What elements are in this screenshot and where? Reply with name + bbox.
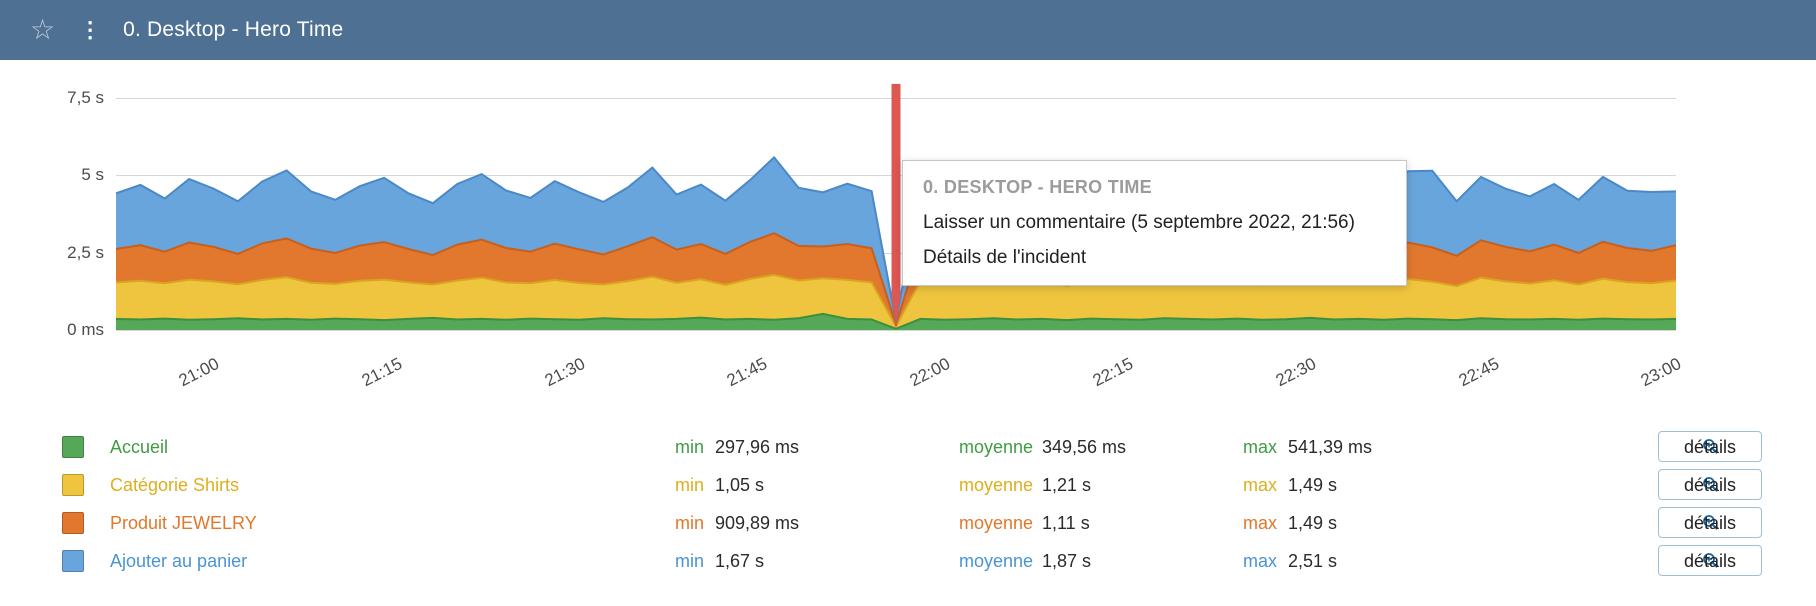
series-color-swatch	[62, 474, 84, 496]
series-name: Ajouter au panier	[110, 551, 248, 571]
tooltip-title: 0. DESKTOP - HERO TIME	[923, 177, 1152, 197]
x-axis-tick-label: 21:45	[724, 354, 771, 391]
legend-row: Produit JEWELRY min 909,89 ms moyenne 1,…	[0, 504, 1816, 542]
stacked-area-chart[interactable]: 7,5 s 5 s 2,5 s 0 ms 0. DESKTOP - HERO TIME…	[0, 78, 1816, 418]
legend-row: Catégorie Shirts min 1,05 s moyenne 1,21…	[0, 466, 1816, 504]
x-axis-tick-label: 23:00	[1638, 354, 1685, 391]
avg-label: moyenne	[959, 513, 1034, 533]
incident-tooltip: 0. DESKTOP - HERO TIME Laisser un commen…	[902, 160, 1407, 286]
series-color-swatch	[62, 436, 84, 458]
details-button-label: détails	[1683, 512, 1737, 533]
zoom-in-icon	[1702, 438, 1719, 455]
kebab-menu-icon[interactable]: ⋮	[79, 17, 102, 42]
incident-marker-tip	[891, 296, 901, 328]
x-axis-tick-label: 22:45	[1455, 354, 1502, 391]
x-axis-tick-label: 22:15	[1089, 354, 1137, 391]
details-button[interactable]: détails	[1658, 545, 1762, 576]
min-label: min	[675, 513, 705, 533]
legend-row: Ajouter au panier min 1,67 s moyenne 1,8…	[0, 542, 1816, 580]
chart-plot[interactable]	[115, 84, 1677, 330]
y-axis-tick-label: 0 ms	[67, 320, 104, 339]
favorite-star-icon[interactable]: ☆	[30, 14, 56, 45]
series-name: Accueil	[110, 437, 169, 457]
details-button-label: détails	[1683, 474, 1737, 495]
max-label: max	[1243, 475, 1278, 495]
details-button-label: détails	[1683, 436, 1737, 457]
legend: Accueil min 297,96 ms moyenne 349,56 ms …	[0, 428, 1816, 580]
avg-label: moyenne	[959, 551, 1034, 571]
avg-value: 349,56 ms	[1042, 437, 1127, 457]
zoom-in-icon	[1702, 514, 1719, 531]
min-value: 1,05 s	[715, 475, 765, 495]
widget-title: 0. Desktop - Hero Time	[123, 18, 344, 41]
min-value: 909,89 ms	[715, 513, 800, 533]
max-label: max	[1243, 513, 1278, 533]
series-name: Produit JEWELRY	[110, 513, 257, 533]
x-axis-tick-label: 22:00	[906, 354, 954, 391]
max-value: 1,49 s	[1288, 513, 1338, 533]
tooltip-incident-details-link[interactable]: Détails de l'incident	[923, 247, 1087, 268]
series-edge-0	[115, 312, 1677, 330]
min-label: min	[675, 475, 705, 495]
widget-header: ☆ ⋮ 0. Desktop - Hero Time	[0, 0, 1816, 60]
y-axis-tick-label: 5 s	[81, 165, 104, 185]
min-value: 1,67 s	[715, 551, 765, 571]
min-value: 297,96 ms	[715, 437, 800, 457]
details-button[interactable]: détails	[1658, 431, 1762, 462]
details-button-label: détails	[1683, 550, 1737, 571]
max-value: 2,51 s	[1288, 551, 1338, 571]
gridline	[116, 330, 1676, 331]
avg-label: moyenne	[959, 437, 1034, 457]
min-label: min	[675, 437, 705, 457]
details-button[interactable]: détails	[1658, 507, 1762, 538]
avg-value: 1,21 s	[1042, 475, 1092, 495]
series-name: Catégorie Shirts	[110, 475, 240, 495]
zoom-in-icon	[1702, 552, 1719, 569]
x-axis-tick-label: 21:00	[175, 354, 223, 391]
y-axis-tick-label: 7,5 s	[67, 88, 104, 107]
avg-label: moyenne	[959, 475, 1034, 495]
x-axis-tick-label: 22:30	[1272, 354, 1319, 391]
legend-row: Accueil min 297,96 ms moyenne 349,56 ms …	[0, 428, 1816, 466]
series-color-swatch	[62, 512, 84, 534]
series-color-swatch	[62, 550, 84, 572]
max-value: 541,39 ms	[1288, 437, 1373, 457]
tooltip-add-comment-link[interactable]: Laisser un commentaire (5 septembre 2022…	[923, 212, 1355, 233]
max-label: max	[1243, 551, 1278, 571]
x-axis-tick-label: 21:30	[541, 354, 588, 391]
max-value: 1,49 s	[1288, 475, 1338, 495]
incident-marker[interactable]	[891, 84, 901, 297]
avg-value: 1,87 s	[1042, 551, 1092, 571]
area-series-0	[116, 313, 1676, 330]
zoom-in-icon	[1702, 476, 1719, 493]
avg-value: 1,11 s	[1042, 513, 1090, 533]
min-label: min	[675, 551, 705, 571]
max-label: max	[1243, 437, 1278, 457]
y-axis-tick-label: 2,5 s	[67, 242, 104, 262]
details-button[interactable]: détails	[1658, 469, 1762, 500]
x-axis-tick-label: 21:15	[358, 354, 405, 391]
area-series-1	[116, 274, 1676, 330]
